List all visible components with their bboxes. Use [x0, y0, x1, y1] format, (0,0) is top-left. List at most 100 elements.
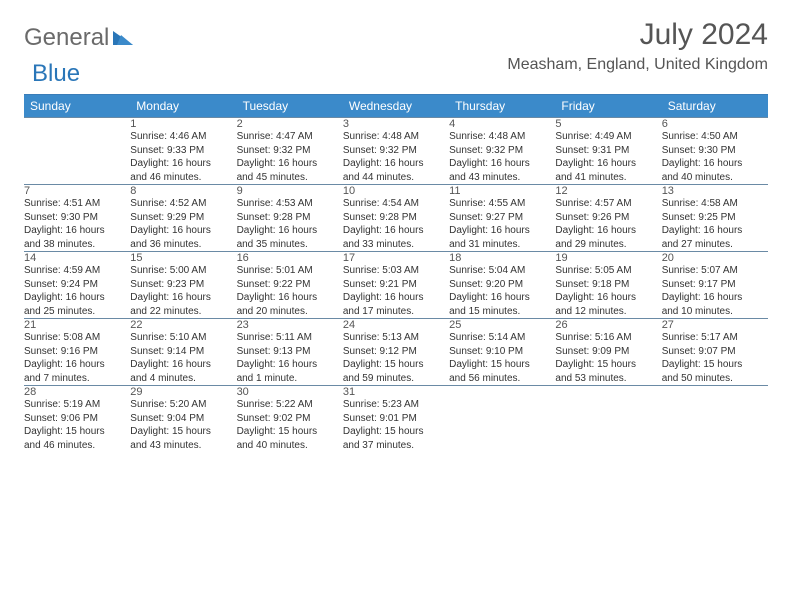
day-details-cell: Sunrise: 5:03 AMSunset: 9:21 PMDaylight:… — [343, 264, 449, 319]
sunrise-text: Sunrise: 4:48 AM — [449, 130, 555, 144]
day-details-cell: Sunrise: 5:14 AMSunset: 9:10 PMDaylight:… — [449, 331, 555, 386]
day-details-cell: Sunrise: 5:01 AMSunset: 9:22 PMDaylight:… — [237, 264, 343, 319]
sunset-text: Sunset: 9:23 PM — [130, 278, 236, 292]
sunrise-text: Sunrise: 5:19 AM — [24, 398, 130, 412]
daylight-text: and 27 minutes. — [662, 238, 768, 252]
day-number-cell: 24 — [343, 319, 449, 332]
daylight-text: and 43 minutes. — [130, 439, 236, 453]
day-number-cell: 29 — [130, 386, 236, 399]
daylight-text: and 10 minutes. — [662, 305, 768, 319]
day-number-cell: 10 — [343, 185, 449, 198]
day-number-cell: 17 — [343, 252, 449, 265]
day-details-cell: Sunrise: 4:59 AMSunset: 9:24 PMDaylight:… — [24, 264, 130, 319]
sunset-text: Sunset: 9:26 PM — [555, 211, 661, 225]
daylight-text: Daylight: 16 hours — [662, 157, 768, 171]
sunset-text: Sunset: 9:17 PM — [662, 278, 768, 292]
day-details-cell: Sunrise: 4:50 AMSunset: 9:30 PMDaylight:… — [662, 130, 768, 185]
sunset-text: Sunset: 9:32 PM — [449, 144, 555, 158]
daylight-text: Daylight: 15 hours — [662, 358, 768, 372]
day-details-cell: Sunrise: 5:20 AMSunset: 9:04 PMDaylight:… — [130, 398, 236, 452]
daylight-text: Daylight: 16 hours — [24, 291, 130, 305]
day-number-cell: 18 — [449, 252, 555, 265]
sunrise-text: Sunrise: 5:11 AM — [237, 331, 343, 345]
weekday-header: Friday — [555, 95, 661, 118]
day-details-row: Sunrise: 4:51 AMSunset: 9:30 PMDaylight:… — [24, 197, 768, 252]
day-details-cell: Sunrise: 4:52 AMSunset: 9:29 PMDaylight:… — [130, 197, 236, 252]
daylight-text: Daylight: 16 hours — [343, 291, 449, 305]
day-number-cell: 21 — [24, 319, 130, 332]
calendar-table: SundayMondayTuesdayWednesdayThursdayFrid… — [24, 95, 768, 452]
day-number-cell: 19 — [555, 252, 661, 265]
daylight-text: Daylight: 16 hours — [343, 224, 449, 238]
sunrise-text: Sunrise: 5:10 AM — [130, 331, 236, 345]
daylight-text: Daylight: 16 hours — [237, 358, 343, 372]
brand-triangle-icon — [113, 29, 133, 50]
calendar-body: 123456 Sunrise: 4:46 AMSunset: 9:33 PMDa… — [24, 118, 768, 453]
sunrise-text: Sunrise: 5:17 AM — [662, 331, 768, 345]
daylight-text: and 29 minutes. — [555, 238, 661, 252]
day-number-cell: 4 — [449, 118, 555, 131]
daylight-text: Daylight: 16 hours — [130, 157, 236, 171]
sunset-text: Sunset: 9:32 PM — [343, 144, 449, 158]
daylight-text: Daylight: 16 hours — [24, 224, 130, 238]
day-number-cell: 31 — [343, 386, 449, 399]
weekday-header: Monday — [130, 95, 236, 118]
sunrise-text: Sunrise: 4:49 AM — [555, 130, 661, 144]
day-details-cell: Sunrise: 4:47 AMSunset: 9:32 PMDaylight:… — [237, 130, 343, 185]
daylight-text: and 44 minutes. — [343, 171, 449, 185]
sunrise-text: Sunrise: 5:08 AM — [24, 331, 130, 345]
day-number-cell: 11 — [449, 185, 555, 198]
title-block: July 2024 Measham, England, United Kingd… — [507, 18, 768, 74]
daylight-text: Daylight: 16 hours — [237, 291, 343, 305]
day-number-cell: 25 — [449, 319, 555, 332]
day-details-cell — [662, 398, 768, 452]
daylight-text: Daylight: 16 hours — [343, 157, 449, 171]
daylight-text: and 56 minutes. — [449, 372, 555, 386]
daylight-text: and 43 minutes. — [449, 171, 555, 185]
sunrise-text: Sunrise: 5:13 AM — [343, 331, 449, 345]
day-details-cell: Sunrise: 5:00 AMSunset: 9:23 PMDaylight:… — [130, 264, 236, 319]
day-number-cell — [555, 386, 661, 399]
day-details-cell: Sunrise: 4:55 AMSunset: 9:27 PMDaylight:… — [449, 197, 555, 252]
sunset-text: Sunset: 9:01 PM — [343, 412, 449, 426]
day-number-cell: 15 — [130, 252, 236, 265]
daylight-text: and 59 minutes. — [343, 372, 449, 386]
day-number-cell: 14 — [24, 252, 130, 265]
day-number-cell: 1 — [130, 118, 236, 131]
sunrise-text: Sunrise: 4:48 AM — [343, 130, 449, 144]
sunset-text: Sunset: 9:04 PM — [130, 412, 236, 426]
day-number-cell: 23 — [237, 319, 343, 332]
day-details-cell: Sunrise: 4:57 AMSunset: 9:26 PMDaylight:… — [555, 197, 661, 252]
daylight-text: and 22 minutes. — [130, 305, 236, 319]
sunset-text: Sunset: 9:24 PM — [24, 278, 130, 292]
sunset-text: Sunset: 9:22 PM — [237, 278, 343, 292]
day-details-cell: Sunrise: 5:04 AMSunset: 9:20 PMDaylight:… — [449, 264, 555, 319]
day-details-row: Sunrise: 4:46 AMSunset: 9:33 PMDaylight:… — [24, 130, 768, 185]
sunset-text: Sunset: 9:18 PM — [555, 278, 661, 292]
day-number-cell: 5 — [555, 118, 661, 131]
daylight-text: and 35 minutes. — [237, 238, 343, 252]
sunrise-text: Sunrise: 4:50 AM — [662, 130, 768, 144]
sunset-text: Sunset: 9:06 PM — [24, 412, 130, 426]
daylight-text: Daylight: 16 hours — [662, 224, 768, 238]
day-number-cell: 3 — [343, 118, 449, 131]
day-details-cell: Sunrise: 5:10 AMSunset: 9:14 PMDaylight:… — [130, 331, 236, 386]
day-details-cell: Sunrise: 4:58 AMSunset: 9:25 PMDaylight:… — [662, 197, 768, 252]
day-number-cell — [24, 118, 130, 131]
day-number-row: 123456 — [24, 118, 768, 131]
sunset-text: Sunset: 9:07 PM — [662, 345, 768, 359]
day-details-cell: Sunrise: 5:22 AMSunset: 9:02 PMDaylight:… — [237, 398, 343, 452]
sunset-text: Sunset: 9:33 PM — [130, 144, 236, 158]
daylight-text: and 45 minutes. — [237, 171, 343, 185]
day-details-cell: Sunrise: 4:53 AMSunset: 9:28 PMDaylight:… — [237, 197, 343, 252]
daylight-text: Daylight: 16 hours — [555, 157, 661, 171]
day-number-cell: 7 — [24, 185, 130, 198]
weekday-header: Sunday — [24, 95, 130, 118]
day-number-cell: 27 — [662, 319, 768, 332]
day-details-cell: Sunrise: 5:17 AMSunset: 9:07 PMDaylight:… — [662, 331, 768, 386]
daylight-text: and 40 minutes. — [662, 171, 768, 185]
day-details-cell: Sunrise: 5:11 AMSunset: 9:13 PMDaylight:… — [237, 331, 343, 386]
brand-logo: General — [24, 18, 135, 52]
daylight-text: Daylight: 15 hours — [343, 358, 449, 372]
daylight-text: and 36 minutes. — [130, 238, 236, 252]
